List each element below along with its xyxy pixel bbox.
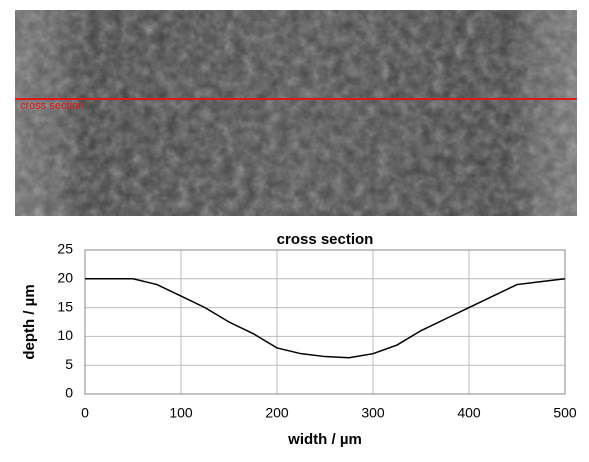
micrograph-texture — [15, 10, 577, 216]
y-tick-label: 20 — [57, 270, 73, 286]
y-tick-label: 5 — [65, 356, 73, 372]
y-tick-label: 15 — [57, 298, 73, 314]
micrograph: cross section — [15, 10, 577, 216]
x-tick-label: 300 — [361, 405, 385, 421]
y-tick-label: 25 — [57, 241, 73, 257]
chart-title: cross section — [277, 231, 374, 248]
x-tick-label: 100 — [169, 405, 193, 421]
section-label: cross section — [20, 100, 84, 112]
y-tick-label: 10 — [57, 327, 73, 343]
x-tick-label: 500 — [553, 405, 577, 421]
x-tick-label: 400 — [457, 405, 481, 421]
plot-frame — [84, 249, 566, 395]
x-axis-label: width / µm — [287, 431, 362, 448]
chart: cross section width / µm depth / µm 0 5 10… — [21, 231, 577, 448]
y-axis-label: depth / µm — [21, 284, 38, 359]
x-tick-label: 0 — [81, 405, 89, 421]
depth-profile — [85, 278, 566, 359]
x-tick-label: 200 — [265, 405, 289, 421]
y-tick-label: 0 — [65, 385, 73, 401]
